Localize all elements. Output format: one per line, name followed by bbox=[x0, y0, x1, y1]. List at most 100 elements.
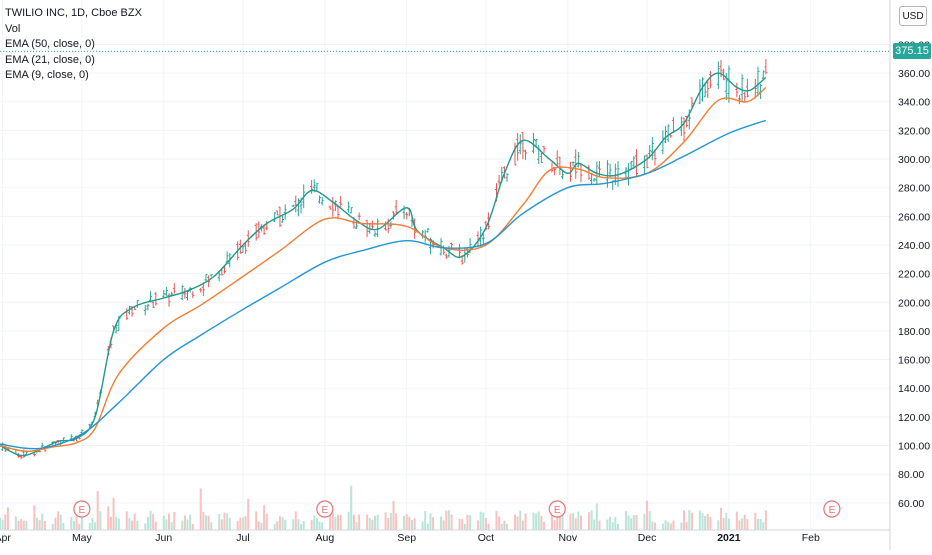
volume-bar bbox=[59, 514, 62, 530]
volume-bar bbox=[429, 513, 432, 530]
ema9-line bbox=[0, 72, 767, 457]
earnings-circle[interactable] bbox=[73, 500, 91, 518]
earnings-marker[interactable]: E bbox=[548, 500, 566, 518]
price-bar bbox=[164, 286, 168, 297]
earnings-marker[interactable]: E bbox=[823, 500, 841, 518]
volume-bar bbox=[70, 517, 73, 530]
volume-bar bbox=[350, 485, 353, 530]
volume-bar bbox=[445, 510, 448, 530]
price-tick-label: 200.00 bbox=[898, 297, 930, 309]
price-bar bbox=[627, 163, 631, 186]
price-bar bbox=[722, 68, 726, 81]
volume-bar bbox=[500, 523, 503, 530]
legend-ema50[interactable]: EMA (50, close, 0) bbox=[5, 38, 95, 50]
price-bar bbox=[740, 74, 744, 102]
volume-bar bbox=[1, 520, 4, 530]
price-bar bbox=[516, 132, 520, 161]
currency-button[interactable]: USD bbox=[899, 6, 927, 26]
volume-bar bbox=[482, 512, 485, 530]
volume-bar bbox=[709, 517, 712, 530]
volume-bar bbox=[257, 521, 260, 530]
earnings-letter: E bbox=[829, 505, 836, 516]
volume-bar bbox=[260, 522, 263, 530]
earnings-letter: E bbox=[322, 505, 329, 516]
earnings-circle[interactable] bbox=[823, 500, 841, 518]
time-tick-label: Feb bbox=[802, 532, 820, 544]
volume-bar bbox=[413, 518, 416, 530]
price-bar bbox=[331, 197, 335, 217]
volume-bar bbox=[199, 488, 202, 530]
volume-bar bbox=[33, 505, 36, 530]
legend-ema21[interactable]: EMA (21, close, 0) bbox=[5, 53, 95, 66]
price-bar bbox=[524, 149, 528, 160]
volume-bar bbox=[432, 517, 435, 530]
earnings-marker[interactable]: E bbox=[73, 500, 91, 518]
price-bar bbox=[743, 92, 747, 102]
volume-bar bbox=[14, 516, 17, 530]
price-bar bbox=[283, 204, 287, 220]
price-bar bbox=[273, 212, 277, 223]
volume-bar bbox=[461, 519, 464, 530]
time-tick-label: Aug bbox=[315, 532, 334, 544]
volume-bar bbox=[374, 515, 377, 530]
volume-bar bbox=[532, 512, 535, 530]
volume-bar bbox=[556, 517, 559, 530]
earnings-circle[interactable] bbox=[548, 500, 566, 518]
volume-bar bbox=[4, 514, 7, 530]
volume-bar bbox=[447, 510, 450, 530]
price-bar bbox=[294, 195, 298, 213]
price-bar bbox=[151, 301, 155, 309]
time-tick-label: Dec bbox=[638, 532, 657, 544]
volume-bars bbox=[0, 485, 767, 530]
volume-bar bbox=[606, 519, 609, 530]
volume-bar bbox=[72, 520, 75, 530]
volume-bar bbox=[321, 522, 324, 530]
volume-bar bbox=[632, 515, 635, 530]
volume-bar bbox=[630, 518, 633, 530]
price-tick-label: 340.00 bbox=[898, 97, 930, 109]
volume-bar bbox=[6, 507, 9, 530]
volume-bar bbox=[78, 523, 81, 530]
volume-bar bbox=[223, 512, 226, 530]
price-bar bbox=[191, 291, 195, 299]
volume-bar bbox=[667, 521, 670, 530]
earnings-marker[interactable]: E bbox=[316, 500, 334, 518]
price-bar bbox=[706, 80, 710, 98]
volume-bar bbox=[310, 519, 313, 530]
price-bar bbox=[135, 300, 139, 308]
volume-bar bbox=[115, 516, 118, 530]
price-bar bbox=[531, 132, 535, 154]
ema-lines bbox=[0, 50, 890, 457]
price-tick-label: 80.00 bbox=[898, 469, 924, 481]
volume-bar bbox=[698, 510, 701, 530]
symbol-title[interactable]: TWILIO INC, 1D, Cboe BZX bbox=[5, 7, 142, 19]
volume-bar bbox=[228, 517, 231, 530]
price-tick-label: 220.00 bbox=[898, 269, 930, 281]
volume-bar bbox=[735, 511, 738, 530]
volume-bar bbox=[463, 523, 466, 530]
volume-bar bbox=[239, 517, 242, 530]
volume-bar bbox=[236, 520, 239, 530]
volume-bar bbox=[247, 498, 250, 530]
price-bar bbox=[669, 134, 673, 138]
price-bar bbox=[376, 218, 380, 238]
price-bar bbox=[328, 205, 332, 210]
earnings-letter: E bbox=[79, 505, 86, 516]
volume-bar bbox=[112, 497, 115, 530]
price-bar bbox=[608, 163, 612, 177]
price-bar bbox=[405, 212, 409, 220]
volume-bar bbox=[331, 510, 334, 530]
volume-bar bbox=[339, 514, 342, 530]
volume-bar bbox=[389, 512, 392, 530]
volume-bar bbox=[701, 513, 704, 530]
volume-bar bbox=[741, 518, 744, 530]
legend-ema9[interactable]: EMA (9, close, 0) bbox=[5, 69, 89, 81]
legend-vol[interactable]: Vol bbox=[5, 22, 21, 35]
price-bar bbox=[444, 253, 448, 259]
earnings-circle[interactable] bbox=[316, 500, 334, 518]
volume-bar bbox=[495, 510, 498, 530]
volume-bar bbox=[165, 519, 168, 530]
price-bar bbox=[716, 61, 720, 89]
